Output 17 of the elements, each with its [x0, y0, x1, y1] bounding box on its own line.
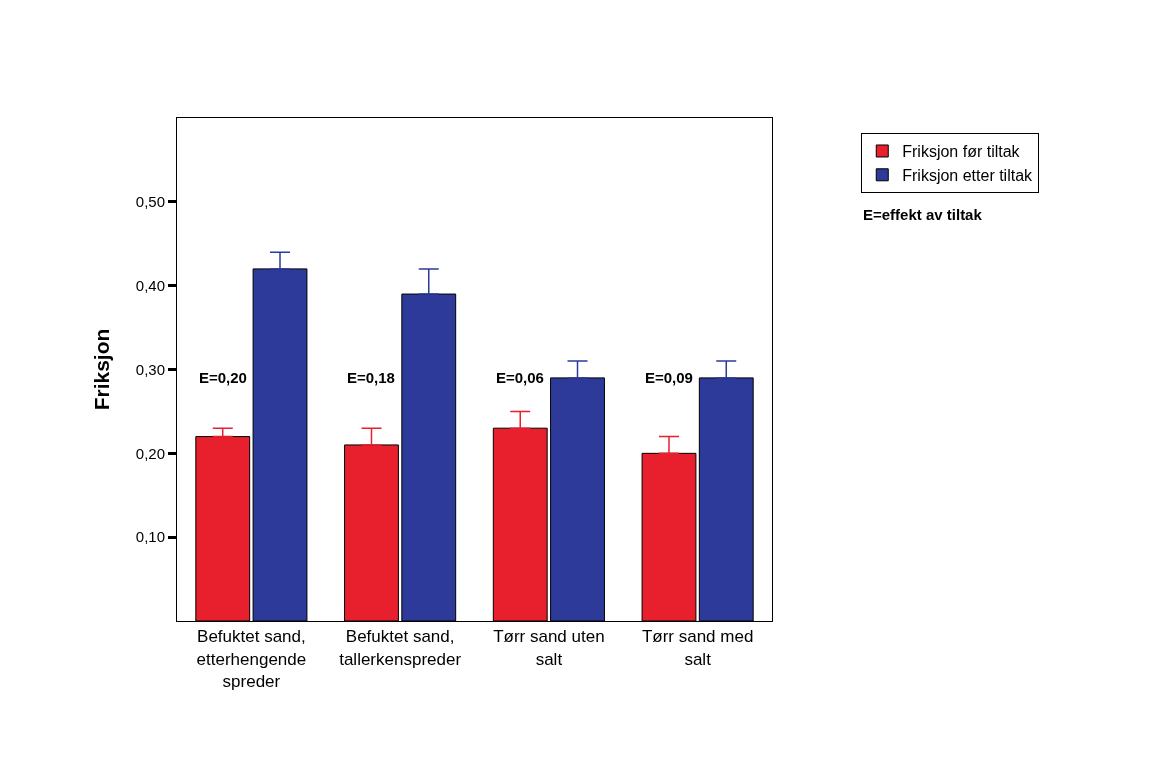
x-tick-label: Tørr sand uten salt — [493, 627, 605, 669]
annotation: E=0,20 — [199, 369, 247, 386]
x-tick-label: Befuktet sand, etterhengende spreder — [196, 627, 307, 691]
y-axis-title: Friksjon — [89, 328, 113, 411]
annotation: E=0,06 — [496, 369, 544, 386]
y-tick-label: 0,10 — [135, 528, 165, 546]
y-tick-label: 0,40 — [135, 276, 165, 294]
y-tick-label: 0,20 — [135, 444, 165, 462]
y-tick-label: 0,30 — [135, 360, 165, 378]
legend-label: Friksjon før tiltak — [902, 143, 1021, 161]
annotation: E=0,09 — [645, 369, 693, 386]
y-tick-label: 0,50 — [135, 193, 165, 211]
text: E=effekt av tiltak — [863, 206, 983, 223]
x-tick-label: Tørr sand med salt — [641, 627, 754, 669]
x-tick-label: Befuktet sand, tallerkenspreder — [339, 627, 462, 669]
legend-label: Friksjon etter tiltak — [902, 167, 1034, 185]
annotation: E=0,18 — [347, 369, 395, 386]
